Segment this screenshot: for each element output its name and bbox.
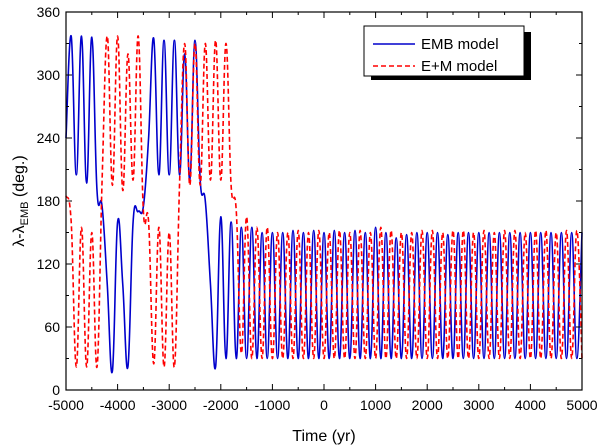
x-tick-label: -3000	[151, 397, 187, 413]
y-axis-title-main: λ-λ	[11, 225, 28, 246]
y-axis-title: λ-λEMB (deg.)	[11, 155, 31, 246]
x-tick-label: -4000	[100, 397, 136, 413]
y-tick-label: 120	[37, 256, 61, 272]
legend-label-em: E+M model	[421, 58, 497, 75]
y-tick-label: 360	[37, 4, 61, 20]
axis-ticks	[65, 11, 583, 391]
x-tick-label: -1000	[254, 397, 290, 413]
y-axis-title-suffix: (deg.)	[11, 155, 28, 201]
legend-box	[363, 25, 525, 77]
x-tick-label: -5000	[48, 397, 84, 413]
x-tick-label: 1000	[360, 397, 391, 413]
x-tick-label: 3000	[463, 397, 494, 413]
legend: EMB model E+M model	[363, 25, 531, 80]
x-tick-label: 0	[320, 397, 328, 413]
y-tick-labels: 0 60 120 180 240 300 360	[37, 4, 61, 398]
x-axis-title: Time (yr)	[292, 428, 355, 445]
x-tick-labels: -5000 -4000 -3000 -2000 -1000 0 1000 2000 3000 40…	[48, 397, 598, 413]
series-line-1	[65, 35, 583, 368]
plot-lines	[65, 35, 583, 374]
x-tick-label: 2000	[412, 397, 443, 413]
x-tick-label: 5000	[566, 397, 597, 413]
x-tick-label: 4000	[515, 397, 546, 413]
y-axis-title-subscript: EMB	[19, 202, 31, 226]
y-tick-label: 180	[37, 193, 61, 209]
legend-label-emb: EMB model	[421, 36, 499, 53]
y-tick-label: 240	[37, 130, 61, 146]
y-tick-label: 0	[52, 382, 60, 398]
y-tick-label: 300	[37, 67, 61, 83]
y-tick-label: 60	[44, 319, 60, 335]
x-tick-label: -2000	[203, 397, 239, 413]
